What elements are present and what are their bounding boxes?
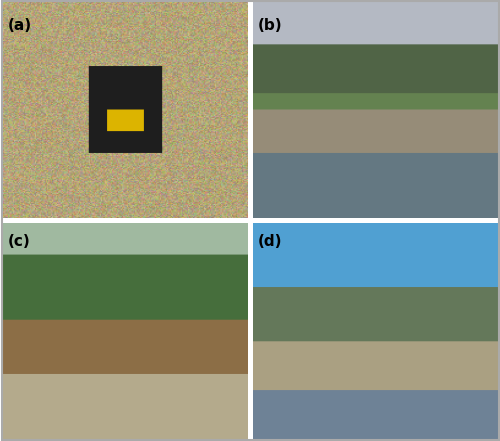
Text: (d): (d) <box>258 234 282 249</box>
Text: (a): (a) <box>8 18 32 33</box>
Text: (b): (b) <box>258 18 282 33</box>
Text: (c): (c) <box>8 234 30 249</box>
